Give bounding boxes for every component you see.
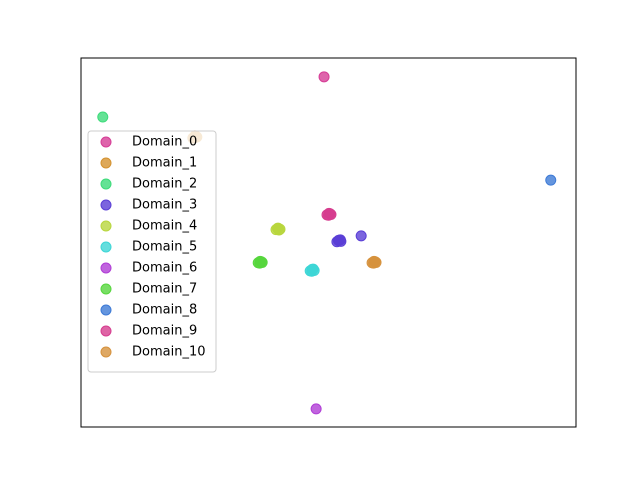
legend-marker — [100, 283, 112, 295]
point — [324, 208, 336, 220]
point — [334, 234, 346, 246]
legend-marker — [100, 346, 112, 358]
legend-marker — [100, 325, 112, 337]
legend-label: Domain_1 — [132, 156, 197, 171]
legend-label: Domain_7 — [132, 282, 197, 297]
point — [255, 256, 267, 268]
point — [318, 71, 330, 83]
point — [97, 111, 109, 123]
legend-label: Domain_6 — [132, 261, 197, 276]
point — [369, 256, 381, 268]
legend-box — [87, 130, 217, 373]
point — [307, 263, 319, 275]
legend-marker — [100, 262, 112, 274]
legend-label: Domain_0 — [132, 135, 197, 150]
legend-marker — [100, 199, 112, 211]
axes-frame — [80, 57, 577, 428]
point — [355, 230, 367, 242]
legend-label: Domain_9 — [132, 324, 197, 339]
legend-marker — [100, 220, 112, 232]
legend-label: Domain_5 — [132, 240, 197, 255]
legend-marker — [100, 304, 112, 316]
point — [273, 224, 285, 236]
legend-label: Domain_2 — [132, 177, 197, 192]
legend-label: Domain_10 — [132, 345, 206, 360]
legend-marker — [100, 241, 112, 253]
point — [310, 403, 322, 415]
legend-marker — [100, 157, 112, 169]
legend-label: Domain_3 — [132, 198, 197, 213]
legend-label: Domain_8 — [132, 303, 197, 318]
legend-label: Domain_4 — [132, 219, 197, 234]
legend-marker — [100, 136, 112, 148]
legend-marker — [100, 178, 112, 190]
point — [545, 174, 557, 186]
